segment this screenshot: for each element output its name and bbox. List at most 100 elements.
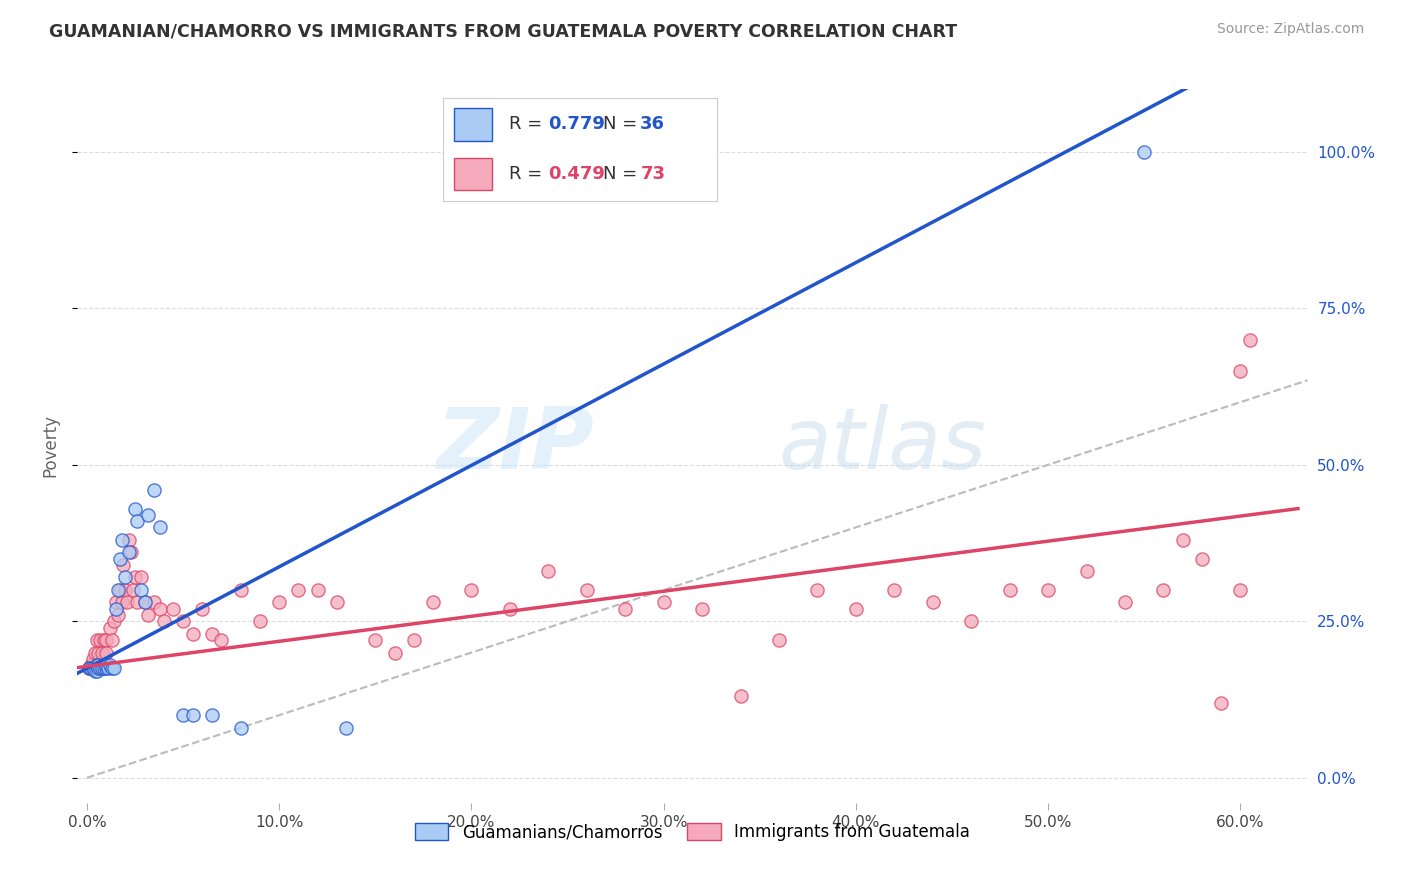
Point — [1152, 582, 1174, 597]
Point — [1076, 564, 1098, 578]
Point — [129, 570, 152, 584]
Point — [80, 661, 103, 675]
Point — [1171, 533, 1194, 547]
Point — [82, 661, 104, 675]
Text: 73: 73 — [640, 164, 665, 183]
Point — [124, 570, 146, 584]
Point — [93, 633, 115, 648]
Point — [122, 582, 145, 597]
Point — [108, 582, 131, 597]
Point — [83, 646, 105, 660]
Point — [134, 595, 156, 609]
Point — [114, 582, 136, 597]
Text: 36: 36 — [640, 115, 665, 133]
Point — [101, 633, 124, 648]
Point — [1239, 333, 1261, 347]
Point — [86, 658, 108, 673]
Point — [89, 633, 111, 648]
Point — [80, 658, 103, 673]
Point — [201, 627, 224, 641]
Point — [614, 601, 637, 615]
Point — [883, 582, 905, 597]
Point — [91, 661, 114, 675]
Point — [118, 545, 141, 559]
Point — [181, 708, 204, 723]
Point — [402, 633, 425, 648]
Point — [83, 665, 105, 679]
Y-axis label: Poverty: Poverty — [41, 415, 59, 477]
Point — [138, 508, 160, 522]
Point — [114, 570, 136, 584]
Point — [499, 601, 522, 615]
Point — [104, 595, 127, 609]
Legend: Guamanians/Chamorros, Immigrants from Guatemala: Guamanians/Chamorros, Immigrants from Gu… — [408, 816, 977, 848]
Point — [181, 627, 204, 641]
Point — [96, 661, 118, 675]
Point — [143, 595, 166, 609]
Point — [201, 708, 224, 723]
Point — [460, 582, 482, 597]
Point — [98, 621, 121, 635]
Point — [91, 646, 114, 660]
Point — [364, 633, 387, 648]
FancyBboxPatch shape — [454, 158, 492, 190]
Point — [768, 633, 790, 648]
Point — [86, 665, 108, 679]
Point — [1229, 364, 1251, 378]
Point — [87, 658, 110, 673]
Point — [229, 721, 252, 735]
Text: N =: N = — [603, 164, 644, 183]
Point — [537, 564, 560, 578]
Point — [326, 595, 349, 609]
Text: Source: ZipAtlas.com: Source: ZipAtlas.com — [1216, 22, 1364, 37]
Point — [191, 601, 214, 615]
Point — [108, 551, 131, 566]
Point — [107, 582, 129, 597]
Point — [998, 582, 1021, 597]
Point — [730, 690, 752, 704]
Point — [134, 595, 156, 609]
Text: 0.779: 0.779 — [548, 115, 606, 133]
Point — [118, 533, 141, 547]
Point — [117, 595, 139, 609]
Point — [96, 658, 118, 673]
Text: atlas: atlas — [779, 404, 987, 488]
Point — [120, 545, 142, 559]
Point — [1114, 595, 1136, 609]
Point — [125, 595, 148, 609]
Point — [690, 601, 713, 615]
Text: R =: R = — [509, 164, 548, 183]
Point — [335, 721, 357, 735]
Point — [110, 533, 132, 547]
Point — [162, 601, 184, 615]
Point — [652, 595, 675, 609]
Point — [384, 646, 406, 660]
Text: ZIP: ZIP — [436, 404, 595, 488]
Point — [149, 520, 172, 534]
Point — [110, 595, 132, 609]
Text: 0.479: 0.479 — [548, 164, 606, 183]
Point — [806, 582, 828, 597]
Point — [172, 708, 194, 723]
FancyBboxPatch shape — [454, 109, 492, 141]
Point — [1209, 696, 1232, 710]
Point — [112, 558, 135, 572]
Point — [87, 661, 110, 675]
Point — [97, 661, 120, 675]
Point — [269, 595, 291, 609]
Point — [96, 633, 118, 648]
Point — [143, 483, 166, 497]
Point — [104, 601, 127, 615]
Point — [103, 614, 125, 628]
Point — [287, 582, 309, 597]
Point — [103, 661, 125, 675]
Point — [172, 614, 194, 628]
Point — [845, 601, 868, 615]
Point — [77, 661, 100, 675]
Point — [129, 582, 152, 597]
Point — [960, 614, 983, 628]
Point — [153, 614, 176, 628]
Point — [98, 658, 121, 673]
Point — [107, 607, 129, 622]
Point — [1229, 582, 1251, 597]
